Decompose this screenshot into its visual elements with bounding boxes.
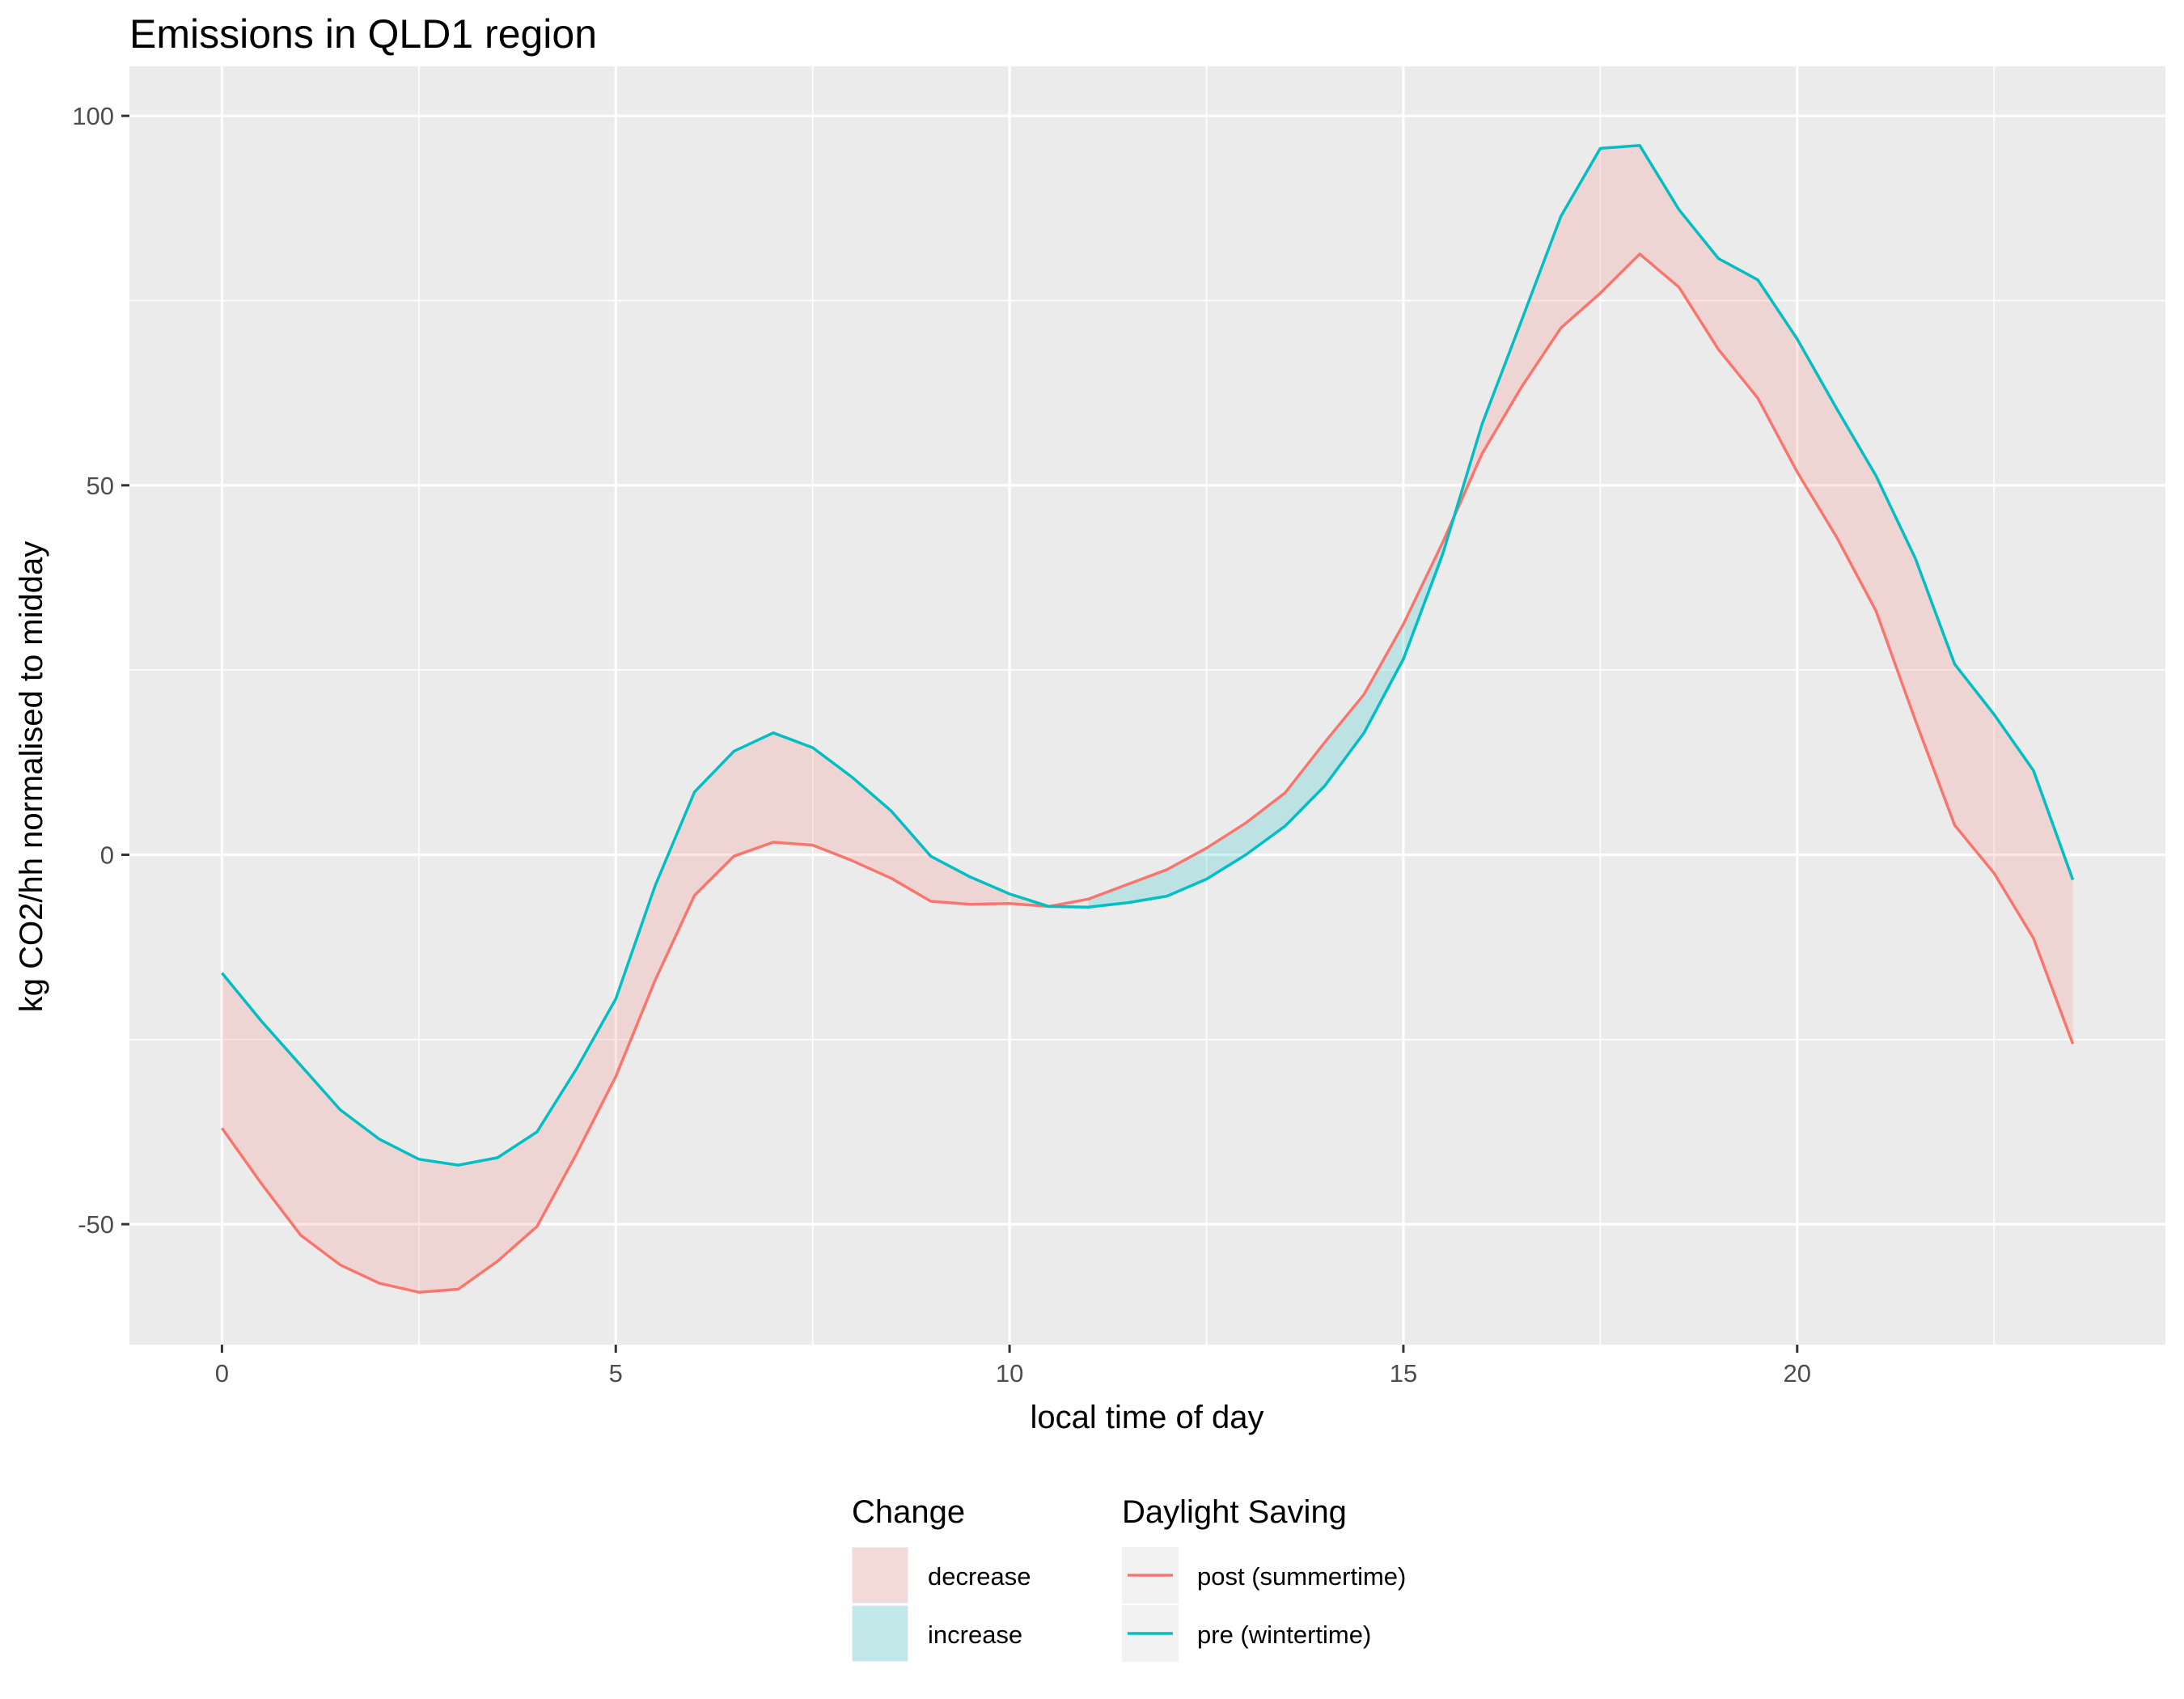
- y-tick-label: 50: [87, 472, 114, 500]
- y-axis: -50 0 50 100: [72, 102, 129, 1239]
- y-tick-label: 0: [100, 841, 114, 869]
- legend-daylight-saving-title: Daylight Saving: [1122, 1494, 1347, 1530]
- decrease-ribbon: [222, 732, 1049, 1293]
- series-line-post: [220, 252, 2075, 1294]
- legend-key-decrease-bg: [852, 1547, 908, 1604]
- x-tick-label: 5: [609, 1359, 623, 1388]
- legend-key-increase-bg: [852, 1605, 908, 1662]
- legend-change-title: Change: [852, 1494, 965, 1530]
- decrease-ribbon: [1454, 145, 2073, 1044]
- x-tick-label: 0: [215, 1359, 229, 1388]
- series-lines: [220, 143, 2075, 1294]
- legend-label-post: post (summertime): [1197, 1562, 1406, 1591]
- major-gridlines: [129, 66, 2165, 1345]
- legend-key-decrease: [853, 1548, 908, 1603]
- x-tick-label: 10: [996, 1359, 1023, 1388]
- y-tick-label: -50: [78, 1210, 114, 1239]
- x-tick-label: 20: [1784, 1359, 1811, 1388]
- y-tick-label: 100: [72, 102, 114, 130]
- series-line-pre: [221, 143, 2075, 1167]
- plot-panel: [129, 66, 2165, 1345]
- change-ribbons: [222, 145, 2073, 1293]
- legend-label-pre: pre (wintertime): [1197, 1621, 1371, 1649]
- chart-title: Emissions in QLD1 region: [129, 11, 597, 57]
- y-axis-title: kg CO2/hh normalised to midday: [14, 541, 49, 1013]
- panel-background: [129, 66, 2165, 1345]
- legend-change: Change decrease increase: [852, 1494, 1031, 1662]
- x-tick-label: 15: [1390, 1359, 1417, 1388]
- increase-ribbon: [1088, 516, 1454, 908]
- x-axis-title: local time of day: [1030, 1400, 1263, 1435]
- minor-gridlines: [129, 66, 2165, 1345]
- legend-label-decrease: decrease: [928, 1562, 1031, 1591]
- legend-label-increase: increase: [928, 1621, 1022, 1649]
- legend-key-increase: [853, 1606, 908, 1661]
- x-axis: 0 5 10 15 20: [215, 1345, 1811, 1388]
- legend-daylight-saving: Daylight Saving post (summertime) pre (w…: [1122, 1494, 1406, 1662]
